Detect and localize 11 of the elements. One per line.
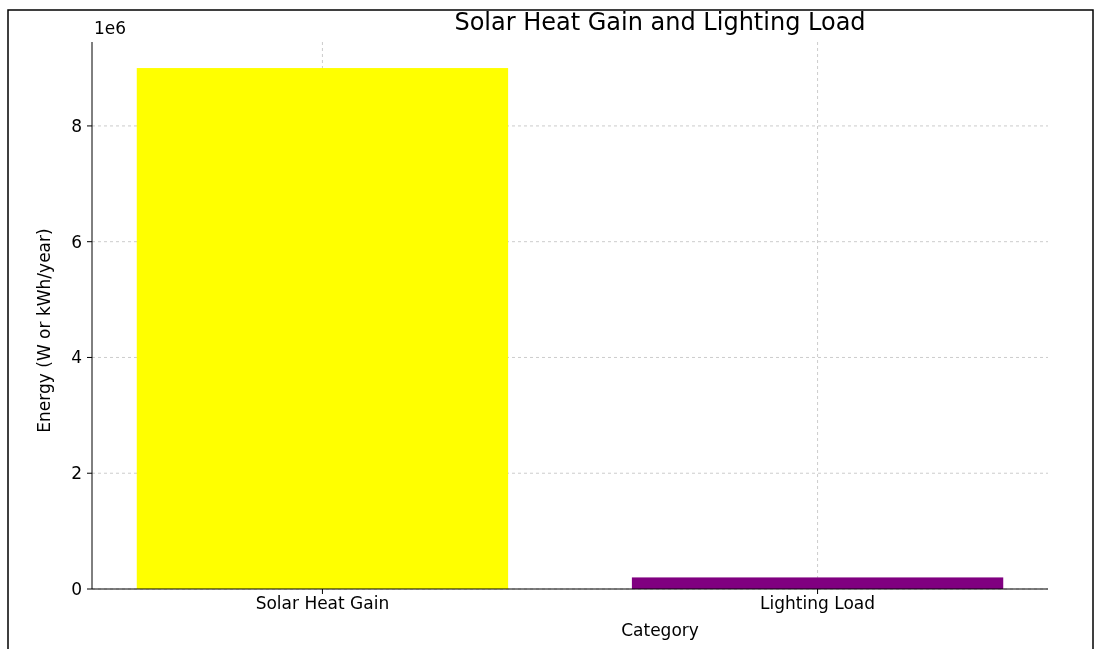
y-axis-title: Energy (W or kWh/year) (34, 228, 54, 433)
text: 1e6 (94, 18, 127, 38)
y-tick-label: 8 (71, 115, 82, 136)
x-tick-label: Lighting Load (760, 593, 876, 613)
y-tick-label: 0 (71, 578, 82, 599)
x-axis-title: Category (621, 620, 699, 640)
y-tick-label: 6 (71, 231, 82, 252)
chart-title: Solar Heat Gain and Lighting Load (454, 8, 866, 36)
x-tick-label: Solar Heat Gain (255, 593, 390, 613)
y-tick-label: 4 (71, 347, 82, 368)
y-tick-label: 2 (71, 463, 82, 484)
